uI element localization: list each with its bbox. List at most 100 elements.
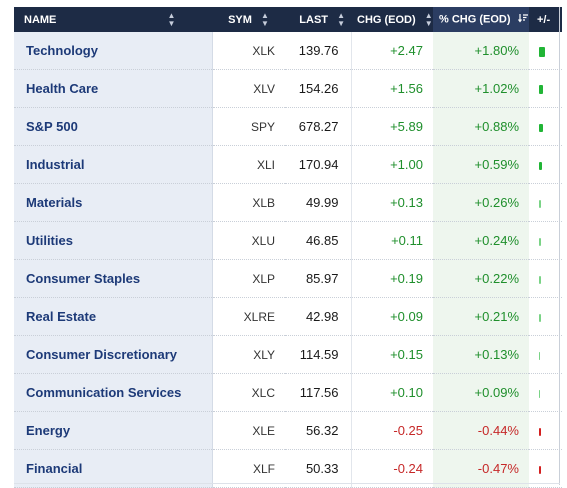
percent-change-cell: -0.47% [433, 449, 529, 488]
sector-name-link[interactable]: Real Estate [14, 297, 213, 336]
column-header-sym-label: SYM [228, 13, 252, 26]
change-cell: +2.47 [351, 32, 433, 70]
column-header-bar: +/- [529, 7, 562, 32]
sector-name-link[interactable]: Materials [14, 183, 213, 222]
change-cell: +0.13 [351, 183, 433, 222]
sector-name-link[interactable]: Financial [14, 449, 213, 488]
percent-change-cell: +0.26% [433, 183, 529, 222]
sector-performance-table: NAME ▲ ▼ SYM ▲ ▼ LAST ▲ ▼ CHG (EOD) ▲ ▼ % CH… [14, 7, 562, 488]
column-header-pct-chg[interactable]: % CHG (EOD) [433, 7, 529, 32]
change-bar [539, 85, 543, 95]
change-bar [539, 351, 540, 360]
column-header-name[interactable]: NAME ▲ ▼ [14, 7, 212, 32]
change-bar-cell [529, 449, 562, 488]
table-row[interactable]: Communication Services XLC 117.56 +0.10 +0.0… [14, 373, 562, 412]
change-cell: +5.89 [351, 107, 433, 146]
percent-change-cell: +0.22% [433, 259, 529, 298]
last-price-cell: 114.59 [285, 335, 352, 374]
change-bar-cell [529, 69, 562, 108]
change-bar-cell [529, 373, 562, 412]
table-row[interactable]: Industrial XLI 170.94 +1.00 +0.59% [14, 145, 562, 184]
last-price-cell: 85.97 [285, 259, 352, 298]
table-row[interactable]: Energy XLE 56.32 -0.25 -0.44% [14, 411, 562, 450]
percent-change-cell: +0.09% [433, 373, 529, 412]
sort-updown-icon: ▲ ▼ [337, 10, 345, 28]
symbol-cell: SPY [212, 107, 285, 146]
table-row[interactable]: Consumer Staples XLP 85.97 +0.19 +0.22% [14, 259, 562, 298]
last-price-cell: 154.26 [285, 69, 352, 108]
change-cell: +0.10 [351, 373, 433, 412]
change-cell: +0.09 [351, 297, 433, 336]
symbol-cell: XLE [212, 411, 285, 450]
sector-name-link[interactable]: Technology [14, 32, 213, 70]
sector-name-link[interactable]: Consumer Discretionary [14, 335, 213, 374]
change-cell: +0.19 [351, 259, 433, 298]
column-header-chg-label: CHG (EOD) [357, 13, 416, 26]
column-header-pct-chg-label: % CHG (EOD) [439, 13, 511, 26]
change-bar [539, 123, 543, 132]
symbol-cell: XLV [212, 69, 285, 108]
table-right-border [559, 7, 560, 485]
last-price-cell: 678.27 [285, 107, 352, 146]
sector-name-link[interactable]: Health Care [14, 69, 213, 108]
symbol-cell: XLP [212, 259, 285, 298]
column-header-last-label: LAST [299, 13, 329, 26]
column-header-name-label: NAME [24, 13, 57, 26]
change-cell: +1.00 [351, 145, 433, 184]
sector-name-link[interactable]: Utilities [14, 221, 213, 260]
change-bar-cell [529, 145, 562, 184]
change-bar [539, 427, 541, 436]
table-bottom-border [14, 483, 560, 484]
table-row[interactable]: Materials XLB 49.99 +0.13 +0.26% [14, 183, 562, 222]
column-header-bar-label: +/- [537, 13, 551, 26]
change-bar [539, 46, 545, 57]
change-bar [539, 465, 541, 474]
sector-name-link[interactable]: Energy [14, 411, 213, 450]
sort-updown-icon: ▲ ▼ [260, 10, 269, 28]
change-cell: +1.56 [351, 69, 433, 108]
symbol-cell: XLK [212, 32, 285, 70]
table-row[interactable]: Consumer Discretionary XLY 114.59 +0.15 +0.1… [14, 335, 562, 374]
change-cell: -0.25 [351, 411, 433, 450]
percent-change-cell: +0.13% [433, 335, 529, 374]
table-row[interactable]: Health Care XLV 154.26 +1.56 +1.02% [14, 69, 562, 108]
table-row[interactable]: S&P 500 SPY 678.27 +5.89 +0.88% [14, 107, 562, 146]
symbol-cell: XLB [212, 183, 285, 222]
sort-updown-icon: ▲ ▼ [167, 10, 176, 28]
change-bar [539, 161, 542, 170]
table-header-row: NAME ▲ ▼ SYM ▲ ▼ LAST ▲ ▼ CHG (EOD) ▲ ▼ % CH… [14, 7, 562, 32]
sort-updown-icon: ▲ ▼ [424, 10, 433, 28]
symbol-cell: XLI [212, 145, 285, 184]
sector-name-link[interactable]: S&P 500 [14, 107, 213, 146]
table-row[interactable]: Utilities XLU 46.85 +0.11 +0.24% [14, 221, 562, 260]
column-header-last[interactable]: LAST ▲ ▼ [285, 7, 351, 32]
percent-change-cell: +1.80% [433, 32, 529, 70]
percent-change-cell: -0.44% [433, 411, 529, 450]
symbol-cell: XLY [212, 335, 285, 374]
column-header-sym[interactable]: SYM ▲ ▼ [212, 7, 285, 32]
percent-change-cell: +0.59% [433, 145, 529, 184]
sector-name-link[interactable]: Communication Services [14, 373, 213, 412]
table-row[interactable]: Real Estate XLRE 42.98 +0.09 +0.21% [14, 297, 562, 336]
change-cell: +0.11 [351, 221, 433, 260]
percent-change-cell: +0.88% [433, 107, 529, 146]
last-price-cell: 56.32 [285, 411, 352, 450]
last-price-cell: 50.33 [285, 449, 352, 488]
symbol-cell: XLC [212, 373, 285, 412]
sector-name-link[interactable]: Industrial [14, 145, 213, 184]
change-bar-cell [529, 297, 562, 336]
sector-name-link[interactable]: Consumer Staples [14, 259, 213, 298]
change-bar [539, 237, 541, 246]
change-bar-cell [529, 32, 562, 70]
table-row[interactable]: Technology XLK 139.76 +2.47 +1.80% [14, 32, 562, 70]
change-bar-cell [529, 411, 562, 450]
table-row[interactable]: Financial XLF 50.33 -0.24 -0.47% [14, 449, 562, 488]
change-bar-cell [529, 335, 562, 374]
symbol-cell: XLF [212, 449, 285, 488]
column-header-chg[interactable]: CHG (EOD) ▲ ▼ [351, 7, 433, 32]
symbol-cell: XLU [212, 221, 285, 260]
table-body: Technology XLK 139.76 +2.47 +1.80% Health Car… [14, 32, 562, 488]
percent-change-cell: +0.21% [433, 297, 529, 336]
change-bar-cell [529, 259, 562, 298]
change-cell: +0.15 [351, 335, 433, 374]
